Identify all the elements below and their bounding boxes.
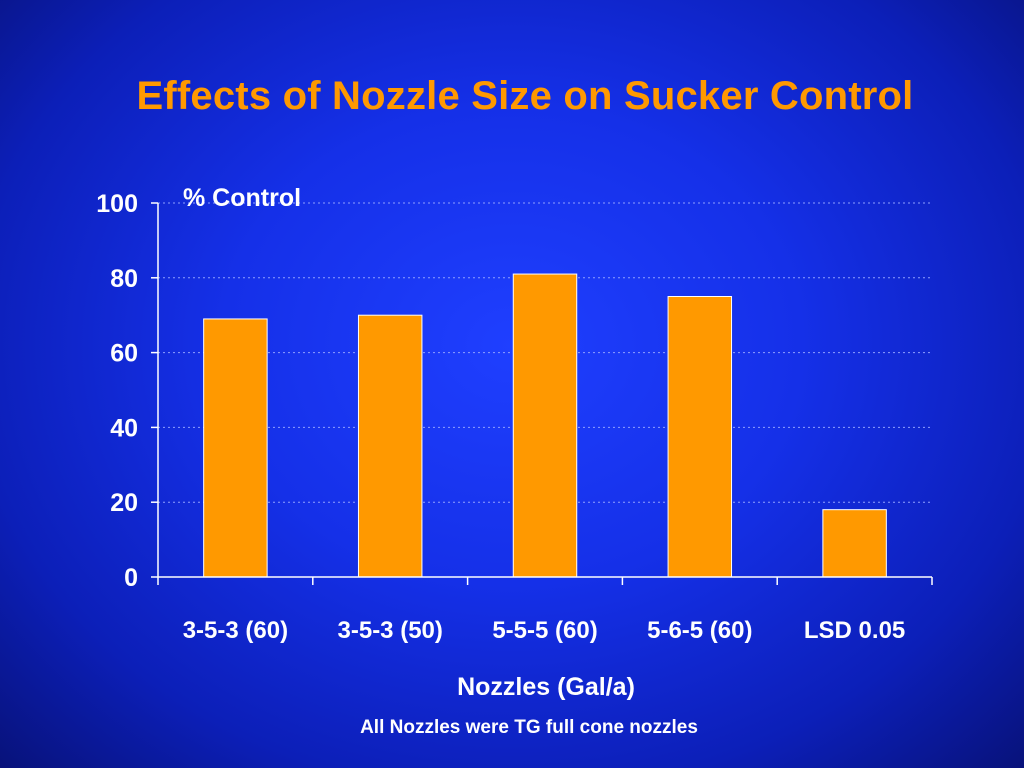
x-category-label: 3-5-3 (60) [183,617,288,644]
y-tick-label: 40 [110,414,138,442]
bar [203,318,268,578]
x-category-label: 5-6-5 (60) [647,617,752,644]
bar [822,509,887,578]
footnote: All Nozzles were TG full cone nozzles [360,717,698,738]
y-tick-label: 80 [110,265,138,293]
bar [357,314,423,578]
y-axis-title: % Control [183,184,301,212]
bars [203,273,887,578]
x-category-label: 3-5-3 (50) [338,617,443,644]
y-tick-label: 20 [110,489,138,517]
y-tick-label: 60 [110,340,138,368]
slide-title: Effects of Nozzle Size on Sucker Control [136,74,914,118]
bar [667,296,733,578]
x-category-label: LSD 0.05 [804,617,905,644]
axis-labels: 0 20 40 60 80 100 3-5-3 (60) 3-5-3 (50) 5-5-5 (6… [96,190,905,644]
y-tick-label: 100 [96,190,138,218]
x-category-label: 5-5-5 (60) [492,617,597,644]
y-tick-label: 0 [124,564,138,592]
x-axis-title: Nozzles (Gal/a) [457,673,635,701]
bar [512,273,578,578]
axes [151,202,933,585]
